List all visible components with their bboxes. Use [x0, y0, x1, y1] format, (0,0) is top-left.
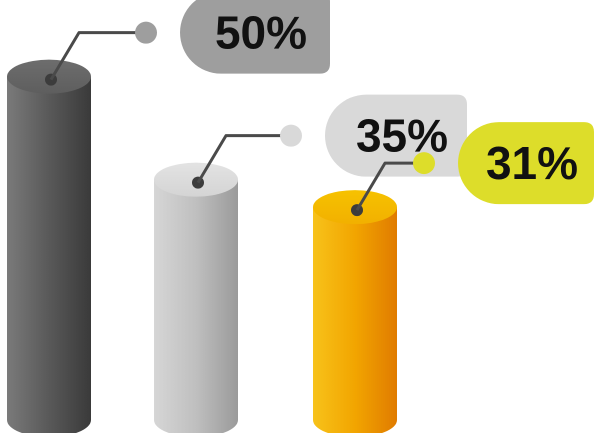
bar-2-body: [313, 207, 397, 433]
callout-0-dot: [135, 21, 157, 44]
callouts-group: 50% 35% 31%: [45, 0, 594, 217]
callout-0-bubble: [180, 0, 330, 74]
callout-2-line: [355, 161, 424, 211]
data-label-1: 35%: [356, 110, 448, 162]
callout-1-dot: [280, 124, 302, 147]
data-label-2: 31%: [486, 137, 578, 189]
bar-1-body: [154, 179, 238, 433]
bar-0-body: [7, 76, 91, 433]
callout-0-line: [49, 31, 146, 81]
callout-2-bubble: [458, 122, 594, 205]
callout-1-line: [196, 134, 291, 184]
callout-2-dot: [413, 152, 435, 175]
data-label-0: 50%: [215, 7, 307, 59]
